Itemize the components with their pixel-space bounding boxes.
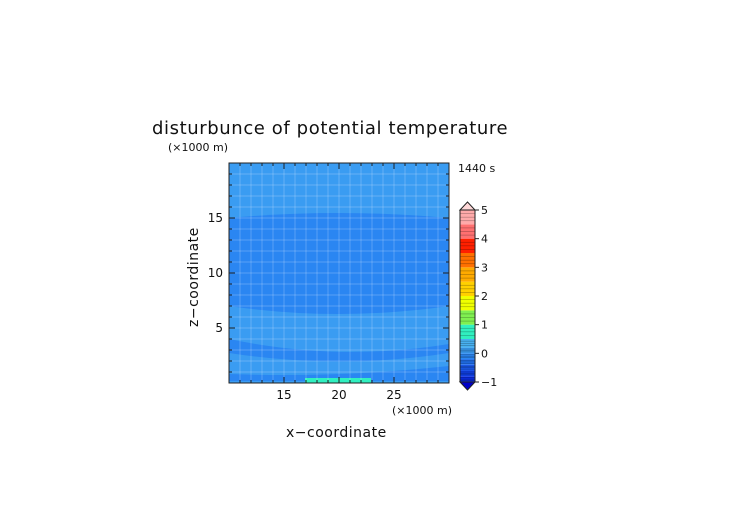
field-middle-negative-band xyxy=(229,339,449,362)
colorbar-segment xyxy=(460,364,475,371)
colorbar-segment xyxy=(460,359,475,365)
y-tick-label: 5 xyxy=(215,321,223,335)
colorbar-tick-label: −1 xyxy=(481,376,497,389)
colorbar-segment xyxy=(460,324,475,339)
colorbar-tick-label: 2 xyxy=(481,290,488,303)
plot-area xyxy=(229,163,449,383)
x-unit-label: (×1000 m) xyxy=(392,404,452,417)
x-axis: 15 20 25 xyxy=(228,163,450,402)
colorbar-tick-label: 3 xyxy=(481,261,488,274)
colorbar: −1 0 1 2 3 4 5 xyxy=(458,201,497,391)
colorbar-tick-label: 5 xyxy=(481,204,488,217)
x-axis-label: x−coordinate xyxy=(286,425,387,441)
colorbar-segment xyxy=(460,253,475,268)
time-label: 1440 s xyxy=(458,162,495,175)
colorbar-segment xyxy=(460,210,475,225)
colorbar-segment xyxy=(460,370,475,377)
colorbar-tick-label: 4 xyxy=(481,233,488,246)
field-surface-bubble xyxy=(305,378,371,383)
y-axis: 5 10 15 xyxy=(208,162,449,384)
colorbar-tick-label: 0 xyxy=(481,347,488,360)
colorbar-segment xyxy=(460,339,475,348)
colorbar-segment xyxy=(460,353,475,360)
y-tick-label: 15 xyxy=(208,211,223,225)
colorbar-segment xyxy=(460,281,475,296)
colorbar-under-triangle xyxy=(458,381,477,391)
y-axis-label: z−coordinate xyxy=(186,227,202,327)
colorbar-segment xyxy=(460,224,475,239)
colorbar-segment xyxy=(460,296,475,311)
colorbar-segment xyxy=(460,267,475,282)
x-tick-label: 15 xyxy=(276,388,291,402)
colorbar-segment xyxy=(460,238,475,253)
colorbar-segment xyxy=(460,376,475,382)
x-tick-label: 25 xyxy=(386,388,401,402)
y-unit-label: (×1000 m) xyxy=(168,141,228,154)
y-tick-label: 10 xyxy=(208,266,223,280)
colorbar-segment xyxy=(460,310,475,325)
chart-title: disturbunce of potential temperature xyxy=(152,118,508,139)
colorbar-over-triangle xyxy=(458,201,477,211)
colorbar-tick-label: 1 xyxy=(481,319,488,332)
colorbar-segment xyxy=(460,347,475,354)
grid xyxy=(229,163,449,383)
x-tick-label: 20 xyxy=(331,388,346,402)
field-top-negative-band xyxy=(229,213,449,314)
